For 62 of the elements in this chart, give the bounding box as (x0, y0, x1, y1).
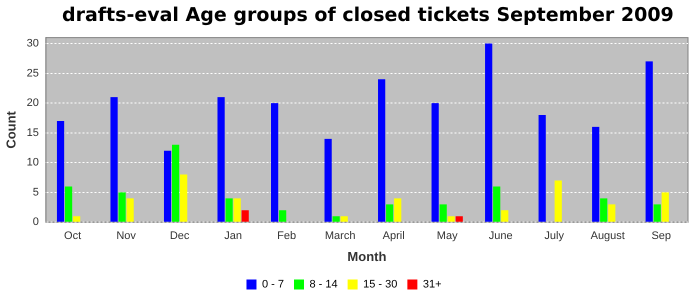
bar (279, 210, 286, 222)
bar (485, 44, 492, 222)
bar (226, 198, 233, 222)
y-tick-label: 20 (26, 97, 39, 110)
y-tick-label: 5 (32, 186, 39, 198)
bar (440, 204, 447, 222)
x-tick-label: Jan (224, 230, 242, 242)
bar (394, 198, 402, 222)
bar (172, 144, 180, 222)
y-tick-label: 15 (26, 126, 39, 139)
y-tick-label: 30 (26, 38, 39, 50)
bar (110, 97, 118, 222)
y-tick-label: 10 (26, 156, 39, 169)
bar (456, 216, 463, 222)
bar (432, 103, 439, 222)
bar (662, 192, 669, 222)
bar (538, 115, 546, 222)
y-tick-label: 25 (26, 67, 39, 80)
y-axis-title: Count (3, 110, 18, 149)
bar (56, 120, 64, 222)
legend-label: 0 - 7 (262, 278, 284, 291)
x-tick-label: April (382, 230, 405, 242)
x-tick-label: March (324, 230, 356, 242)
legend-label: 15 - 30 (363, 278, 398, 291)
x-tick-label: Feb (277, 230, 296, 242)
x-tick-label: May (436, 230, 458, 242)
x-tick-label: Nov (116, 230, 136, 242)
bar (242, 210, 249, 222)
bar (64, 186, 72, 222)
bar (340, 216, 348, 222)
bar (592, 126, 600, 222)
bar (72, 216, 80, 222)
legend-label: 31+ (422, 278, 442, 291)
bar (600, 198, 608, 222)
x-tick-label: Dec (170, 230, 190, 242)
chart-title: drafts-eval Age groups of closed tickets September 2009 (62, 4, 674, 26)
bar (324, 138, 332, 222)
bar (493, 186, 500, 222)
bar (448, 216, 455, 222)
bar (608, 204, 616, 222)
bar (378, 79, 386, 222)
bar (180, 174, 188, 222)
bar (554, 180, 562, 222)
legend-label: 8 - 14 (309, 278, 338, 291)
bar (217, 97, 225, 222)
x-tick-label: August (590, 230, 625, 242)
x-tick-label: Oct (64, 230, 82, 242)
bar (234, 198, 241, 222)
y-tick-label: 0 (32, 216, 39, 228)
bar (386, 204, 394, 222)
bar (646, 61, 653, 222)
bar (118, 192, 126, 222)
bar (270, 103, 278, 222)
x-tick-label: June (488, 230, 513, 242)
bar (501, 210, 508, 222)
bar (126, 198, 134, 222)
x-tick-label: Sep (651, 230, 672, 242)
x-axis-title: Month (347, 248, 386, 264)
x-tick-label: July (544, 230, 564, 242)
bar (164, 150, 172, 222)
bar (654, 204, 661, 222)
bar (332, 216, 340, 222)
